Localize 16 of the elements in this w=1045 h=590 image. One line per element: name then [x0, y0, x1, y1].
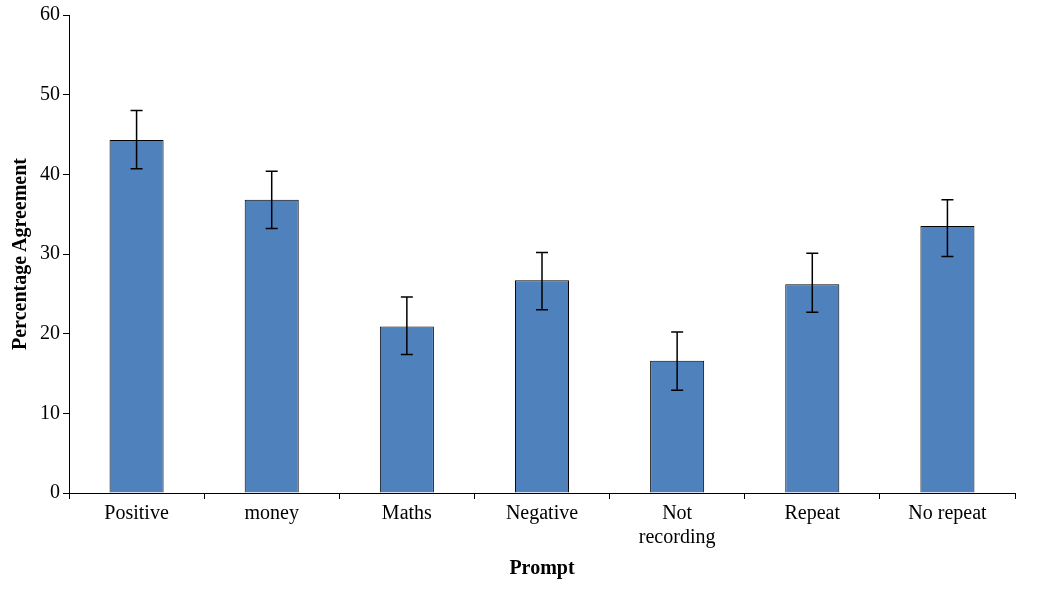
y-tick-label: 30	[40, 241, 60, 264]
x-tick-label: Repeat	[784, 501, 841, 525]
x-tick-label: Negative	[505, 501, 579, 525]
x-axis-title: Prompt	[509, 556, 575, 580]
y-tick-label: 50	[40, 81, 60, 104]
y-tick-label: 60	[40, 2, 60, 25]
x-tick-label: Maths	[381, 501, 433, 524]
y-tick-label: 0	[50, 480, 60, 503]
y-tick-label: 10	[40, 400, 60, 423]
y-tick-label: 40	[40, 161, 60, 184]
y-axis-title: Percentage Agreement	[8, 157, 32, 350]
x-tick-label: money	[244, 501, 299, 525]
x-tick-label: Positive	[104, 501, 169, 524]
x-tick-label: Not recording	[638, 501, 716, 549]
x-tick-label: No repeat	[908, 501, 988, 525]
y-tick-label: 20	[40, 320, 60, 343]
